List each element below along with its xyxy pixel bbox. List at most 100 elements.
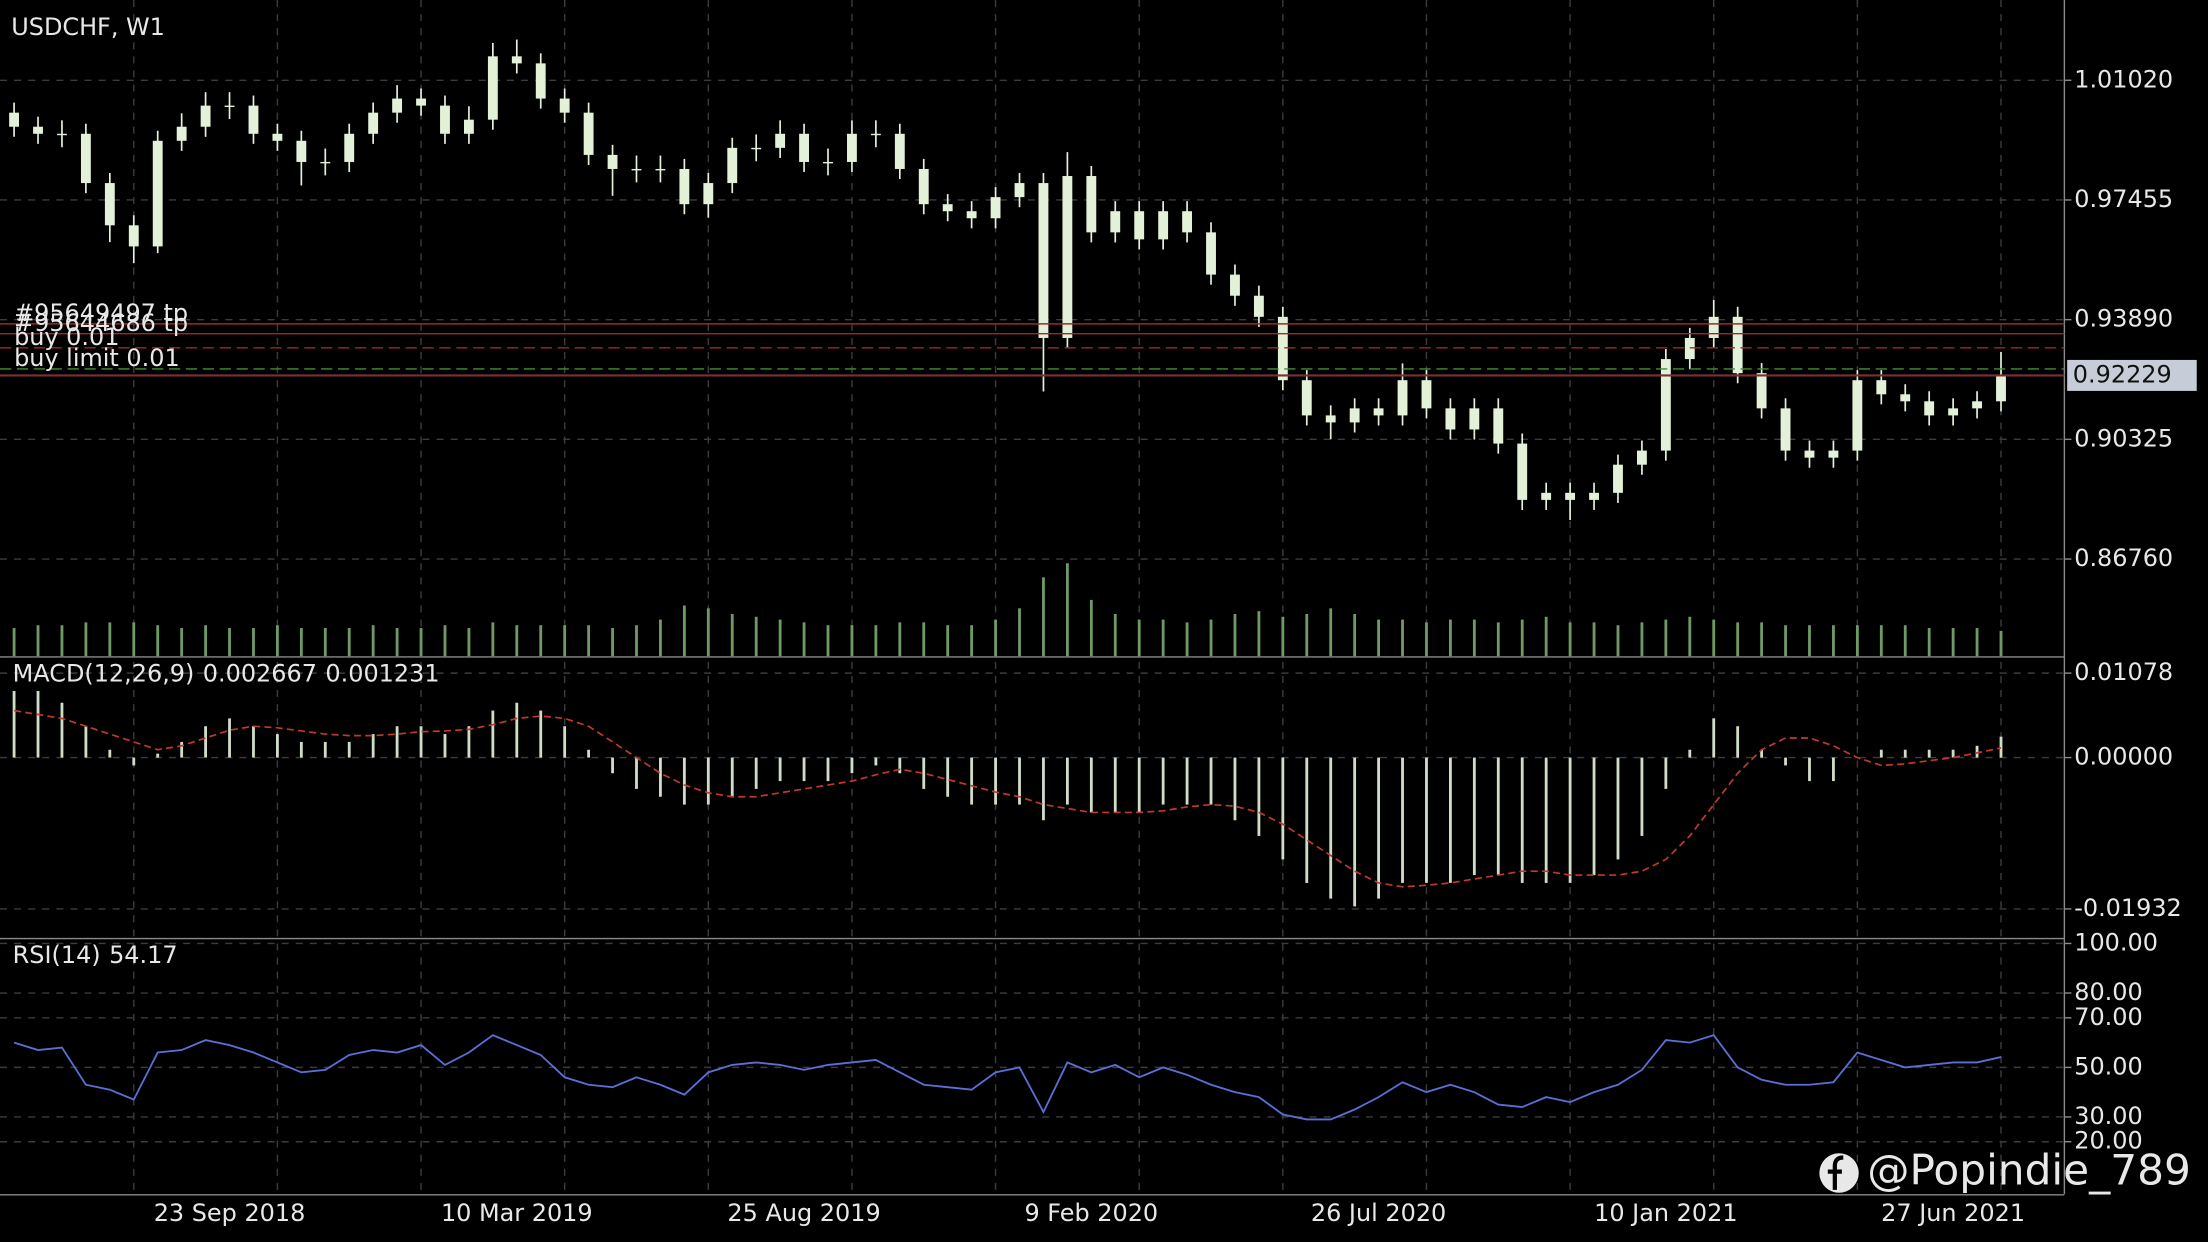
volume-bar [1377,619,1380,657]
candle-body [1613,464,1623,493]
macd-bar [1688,749,1692,758]
candle-body [1636,450,1647,465]
macd-bar [1736,726,1740,758]
volume-bar [1951,628,1955,657]
candle-body [942,204,953,212]
macd-bar [180,741,184,758]
volume-bar [1329,608,1333,657]
macd-bar [1425,757,1428,883]
macd-bar [1042,757,1045,821]
macd-bar [84,726,88,758]
volume-bar [1544,616,1548,657]
volume-bar [1999,630,2003,657]
volume-bar [563,625,567,657]
macd-bar [419,726,423,758]
macd-bar [347,741,351,758]
y-tick-label: 50.00 [2074,1052,2142,1080]
macd-bar [1089,757,1093,813]
volume-bar [778,619,782,657]
candle-body [392,98,403,113]
volume-bar [1113,613,1117,657]
candle-body [1948,408,1959,416]
macd-bar [1712,718,1716,758]
candle-body [511,56,522,64]
volume-bar [1425,622,1428,657]
macd-bar [1137,757,1141,813]
candle-body [1541,492,1552,500]
macd-bar [850,757,854,774]
volume-bar [826,625,830,657]
watermark-text: @Popindie_789 [1867,1145,2191,1194]
volume-bar [60,625,64,657]
macd-bar [1305,757,1309,883]
macd-bar [1927,749,1931,758]
candle-body [1469,408,1480,430]
candle-body [368,112,379,134]
volume-bar [1401,619,1404,657]
volume-bar [204,625,207,657]
macd-bar [539,710,543,758]
chart-title: USDCHF, W1 [11,13,165,41]
volume-bar [323,628,327,657]
volume-bar [1042,577,1045,657]
candle-body [33,126,43,134]
candle-body [1996,375,2006,402]
volume-bar [1472,619,1476,657]
candle-body [80,133,91,184]
volume-bar [587,625,591,657]
volume-bar [1927,628,1931,657]
volume-bar [252,628,255,657]
volume-bar [1137,619,1141,657]
volume-bar [1688,616,1692,657]
macd-bar [778,757,782,782]
macd-bar [563,726,567,758]
volume-bar [1592,622,1596,657]
macd-bar [1879,749,1883,758]
candle-body [1014,183,1025,198]
price-tag [2067,359,2197,391]
signal-line [13,709,2002,888]
macd-bar [1640,757,1644,836]
candle-body [272,133,283,141]
volume-bar [228,628,231,657]
macd-bar [1616,757,1620,860]
volume-bar [1257,611,1261,657]
y-tick-label: 100.00 [2074,928,2158,956]
macd-bar [1568,757,1572,883]
volume-bar [754,616,758,657]
volume-bar [850,625,854,657]
y-tick-label: 1.01020 [2074,65,2173,93]
watermark-logo-mark [1827,1155,1844,1190]
x-tick-label: 9 Feb 2020 [1024,1199,1158,1227]
macd-bar [276,734,279,758]
macd-bar [467,726,471,758]
volume-bar [395,628,399,657]
x-tick-label: 10 Jan 2021 [1594,1199,1737,1227]
candle-body [1086,176,1097,233]
rsi-header: RSI(14) 54.17 [13,941,178,969]
candle-body [248,105,259,134]
x-tick-label: 26 Jul 2020 [1311,1199,1446,1227]
macd-bar [299,741,303,758]
candle-body [1134,211,1145,240]
y-tick-label: 0.97455 [2074,185,2173,213]
volume-bar [994,619,997,657]
candle-body [487,56,498,120]
macd-bar [60,702,64,758]
volume-bar [1760,622,1764,657]
volume-bar [84,622,88,657]
candle-body [344,133,355,162]
candle-body [128,225,139,247]
candle-body [535,63,546,99]
x-tick-label: 27 Jun 2021 [1881,1199,2025,1227]
macd-bar [36,690,40,758]
macd-bar [1233,757,1237,821]
candle-body [1565,492,1576,500]
candle-body [1589,492,1599,500]
volume-bar [1065,563,1069,657]
volume-bar [156,625,160,657]
rsi-title: RSI(14) [13,941,101,969]
